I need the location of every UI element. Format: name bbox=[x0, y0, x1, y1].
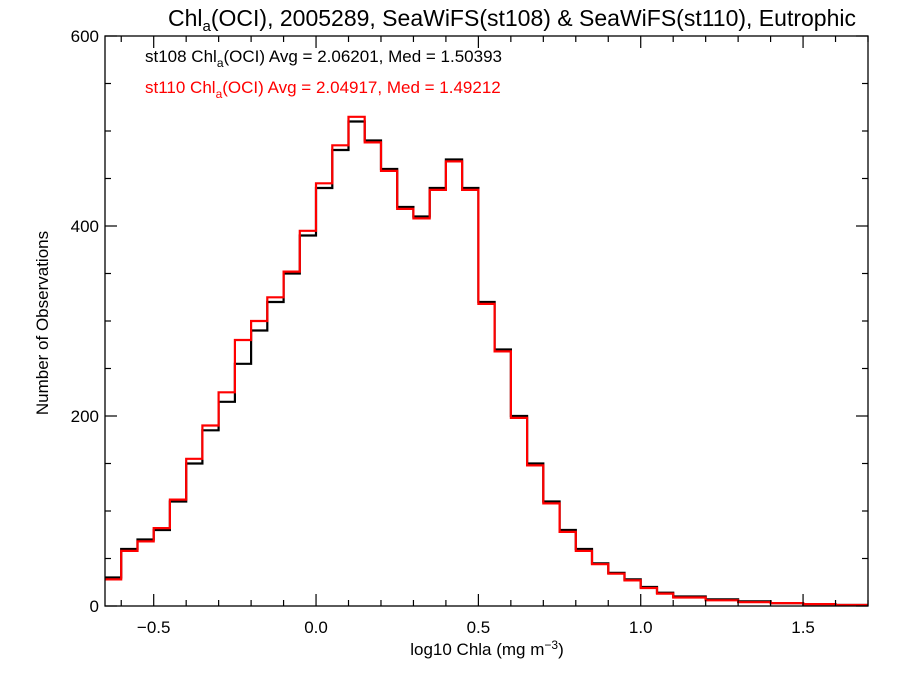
y-tick-label: 0 bbox=[90, 597, 99, 616]
chart-title-part-0: Chl bbox=[168, 5, 203, 31]
annotation-0-part-2: (OCI) Avg = 2.06201, Med = 1.50393 bbox=[224, 47, 502, 66]
x-axis-label-part-2: ) bbox=[558, 640, 564, 659]
chart-title-part-2: (OCI), 2005289, SeaWiFS(st108) & SeaWiFS… bbox=[211, 5, 856, 31]
annotation-1: st110 Chla(OCI) Avg = 2.04917, Med = 1.4… bbox=[145, 78, 501, 101]
annotation-0-part-0: st108 Chl bbox=[145, 47, 217, 66]
annotations: st108 Chla(OCI) Avg = 2.06201, Med = 1.5… bbox=[145, 47, 502, 101]
x-tick-label: −0.5 bbox=[137, 618, 171, 637]
annotation-0-part-1: a bbox=[217, 56, 224, 70]
annotation-1-part-1: a bbox=[216, 87, 223, 101]
x-tick-label: 1.5 bbox=[791, 618, 815, 637]
series-0-histogram bbox=[105, 120, 868, 607]
y-tick-label: 600 bbox=[71, 27, 99, 46]
x-tick-label: 0.5 bbox=[467, 618, 491, 637]
annotation-0: st108 Chla(OCI) Avg = 2.06201, Med = 1.5… bbox=[145, 47, 502, 70]
y-tick-label: 200 bbox=[71, 407, 99, 426]
series-layer bbox=[105, 115, 868, 607]
x-tick-label: 1.0 bbox=[629, 618, 653, 637]
x-tick-label: 0.0 bbox=[304, 618, 328, 637]
annotation-1-part-0: st110 Chl bbox=[145, 78, 216, 97]
annotation-1-part-2: (OCI) Avg = 2.04917, Med = 1.49212 bbox=[222, 78, 500, 97]
x-axis-label-part-1: −3 bbox=[544, 638, 558, 652]
y-axis-label: Number of Observations bbox=[33, 231, 52, 415]
chart-title-part-1: a bbox=[203, 18, 212, 35]
chart-title: Chla(OCI), 2005289, SeaWiFS(st108) & Sea… bbox=[168, 5, 856, 35]
x-axis-label: log10 Chla (mg m−3) bbox=[410, 638, 564, 659]
series-1-histogram bbox=[105, 115, 868, 607]
plot-frame bbox=[104, 35, 869, 607]
y-tick-label: 400 bbox=[71, 217, 99, 236]
axes-layer: −0.5 0.0 0.5 1.0 1.5 0 200 400 600 bbox=[71, 27, 869, 637]
x-axis-label-part-0: log10 Chla (mg m bbox=[410, 640, 544, 659]
